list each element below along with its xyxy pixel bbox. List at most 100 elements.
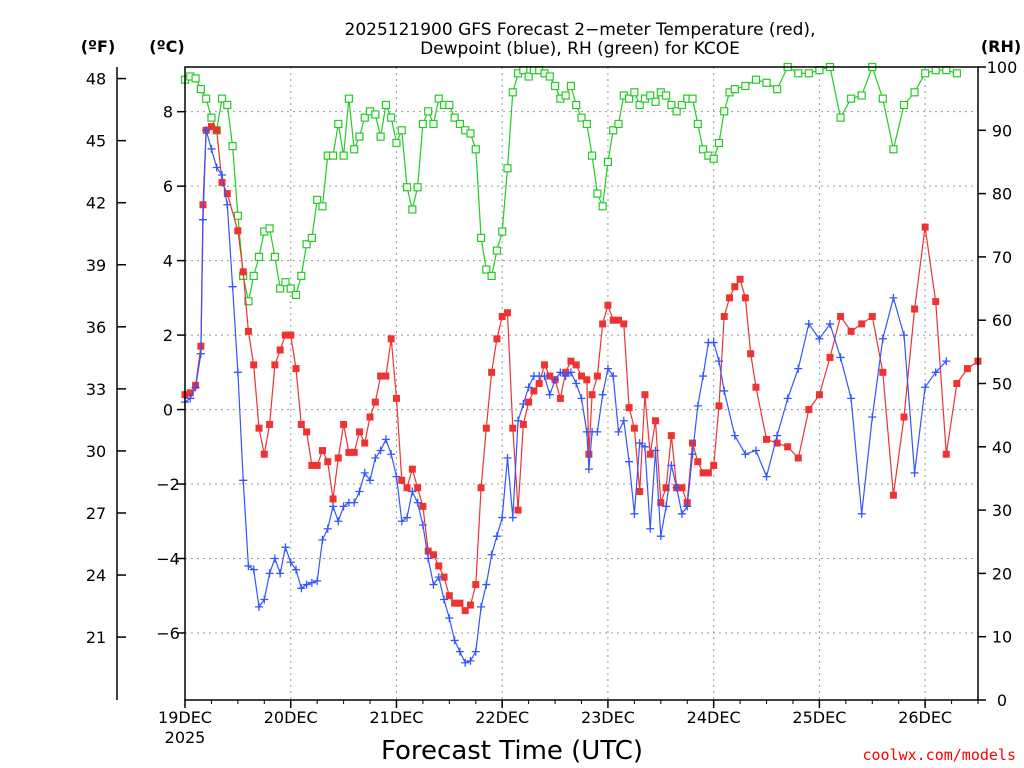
temperature-point	[731, 283, 739, 291]
rh-point	[508, 88, 517, 97]
temperature-point	[292, 365, 300, 373]
dewpoint-point	[360, 468, 369, 477]
temperature-point	[689, 439, 697, 447]
temperature-point	[445, 592, 453, 600]
dewpoint-point	[931, 368, 940, 377]
gridlines	[185, 67, 978, 700]
temperature-point	[556, 394, 564, 402]
rh-point	[566, 81, 576, 91]
temperature-point	[879, 368, 887, 376]
temperature-point	[303, 428, 311, 436]
x-tick-label-20dec: 20DEC	[264, 708, 318, 727]
dewpoint-point	[270, 554, 279, 563]
rh-point	[587, 151, 597, 160]
dewpoint-point	[492, 532, 501, 541]
rh-point	[429, 119, 438, 129]
dewpoint-point	[730, 431, 739, 440]
dewpoint-point	[593, 427, 602, 436]
rh-point	[376, 132, 385, 141]
temperature-point	[266, 420, 274, 428]
rh-point	[672, 107, 681, 116]
temperature-point	[345, 448, 353, 456]
rh-point	[714, 138, 724, 148]
dewpoint-point	[381, 435, 390, 444]
rh-point	[445, 100, 454, 110]
c-tick-label: 4	[163, 252, 173, 271]
credit-text: coolwx.com/models	[862, 746, 1016, 764]
rh-point	[524, 72, 533, 81]
temperature-point	[572, 361, 580, 369]
rh-point	[952, 69, 961, 78]
rh-point	[265, 224, 274, 233]
dewpoint-point	[487, 550, 496, 559]
dewpoint-point	[218, 170, 227, 179]
rh-point	[577, 113, 586, 122]
dewpoint-point	[672, 483, 681, 492]
temperature-point	[699, 469, 707, 477]
rh-point	[661, 91, 671, 100]
rh-point	[408, 205, 417, 214]
dewpoint-point	[598, 390, 607, 399]
dewpoint-point	[392, 472, 401, 481]
f-tick-label-21: 21	[86, 628, 106, 647]
rh-point	[233, 211, 242, 220]
c-tick-label: −2	[156, 475, 180, 494]
temperature-point	[641, 391, 649, 399]
temperature-point	[255, 424, 263, 432]
rh-point	[709, 154, 718, 163]
rh-point	[487, 271, 496, 280]
temperature-point	[715, 402, 723, 410]
temperature-point	[625, 404, 633, 412]
temperature-point	[932, 298, 940, 306]
rh-point	[355, 132, 364, 141]
rh-point	[392, 138, 401, 148]
rh-point	[223, 100, 232, 110]
dewpoint-point	[804, 319, 813, 328]
dewpoint-point	[355, 487, 364, 496]
rh-unit-label: (RH)	[981, 37, 1021, 56]
temperature-point	[720, 312, 728, 320]
dewpoint-point	[196, 349, 205, 358]
dewpoint-point	[572, 379, 581, 388]
temperature-point	[805, 406, 813, 414]
rh-point	[434, 94, 443, 103]
rh-point	[503, 164, 512, 173]
dewpoint-point	[244, 561, 253, 570]
dewpoint-point	[651, 446, 660, 455]
temperature-point	[477, 484, 485, 492]
dewpoint-point	[667, 461, 676, 470]
temperature-point	[519, 420, 527, 428]
dewpoint-point	[281, 543, 290, 552]
temperature-point	[646, 450, 654, 458]
dewpoint-point	[186, 394, 195, 403]
dewpoint-point	[825, 319, 834, 328]
temperature-point	[546, 372, 554, 380]
x-tick-year: 2025	[165, 728, 206, 747]
temperature-point	[377, 372, 385, 380]
rh-point	[371, 110, 380, 119]
dewpoint-point	[614, 427, 623, 436]
temperature-point	[440, 573, 448, 581]
dewpoint-point	[625, 457, 634, 466]
celsius-axis: −6 −4 −2 0 2 4 6 8	[156, 103, 185, 643]
dewpoint-point	[847, 394, 856, 403]
dewpoint-point	[714, 357, 723, 366]
x-tick-label-23dec: 23DEC	[581, 708, 635, 727]
rh-point	[381, 100, 390, 110]
dewpoint-point	[603, 364, 612, 373]
temperature-point	[630, 424, 638, 432]
dewpoint-point	[255, 602, 264, 611]
rh-point	[550, 81, 560, 91]
dewpoint-point	[741, 450, 750, 459]
temperature-point	[392, 394, 400, 402]
temperature-point	[900, 413, 908, 421]
dewpoint-point	[556, 368, 565, 377]
rh-point	[751, 75, 761, 84]
dewpoint-point	[577, 394, 586, 403]
temperature-point	[244, 327, 252, 335]
rh-point	[191, 74, 200, 83]
dewpoint-point	[662, 502, 671, 511]
temperature-point	[583, 376, 591, 384]
temperature-point	[361, 439, 369, 447]
temperature-point	[213, 126, 221, 134]
